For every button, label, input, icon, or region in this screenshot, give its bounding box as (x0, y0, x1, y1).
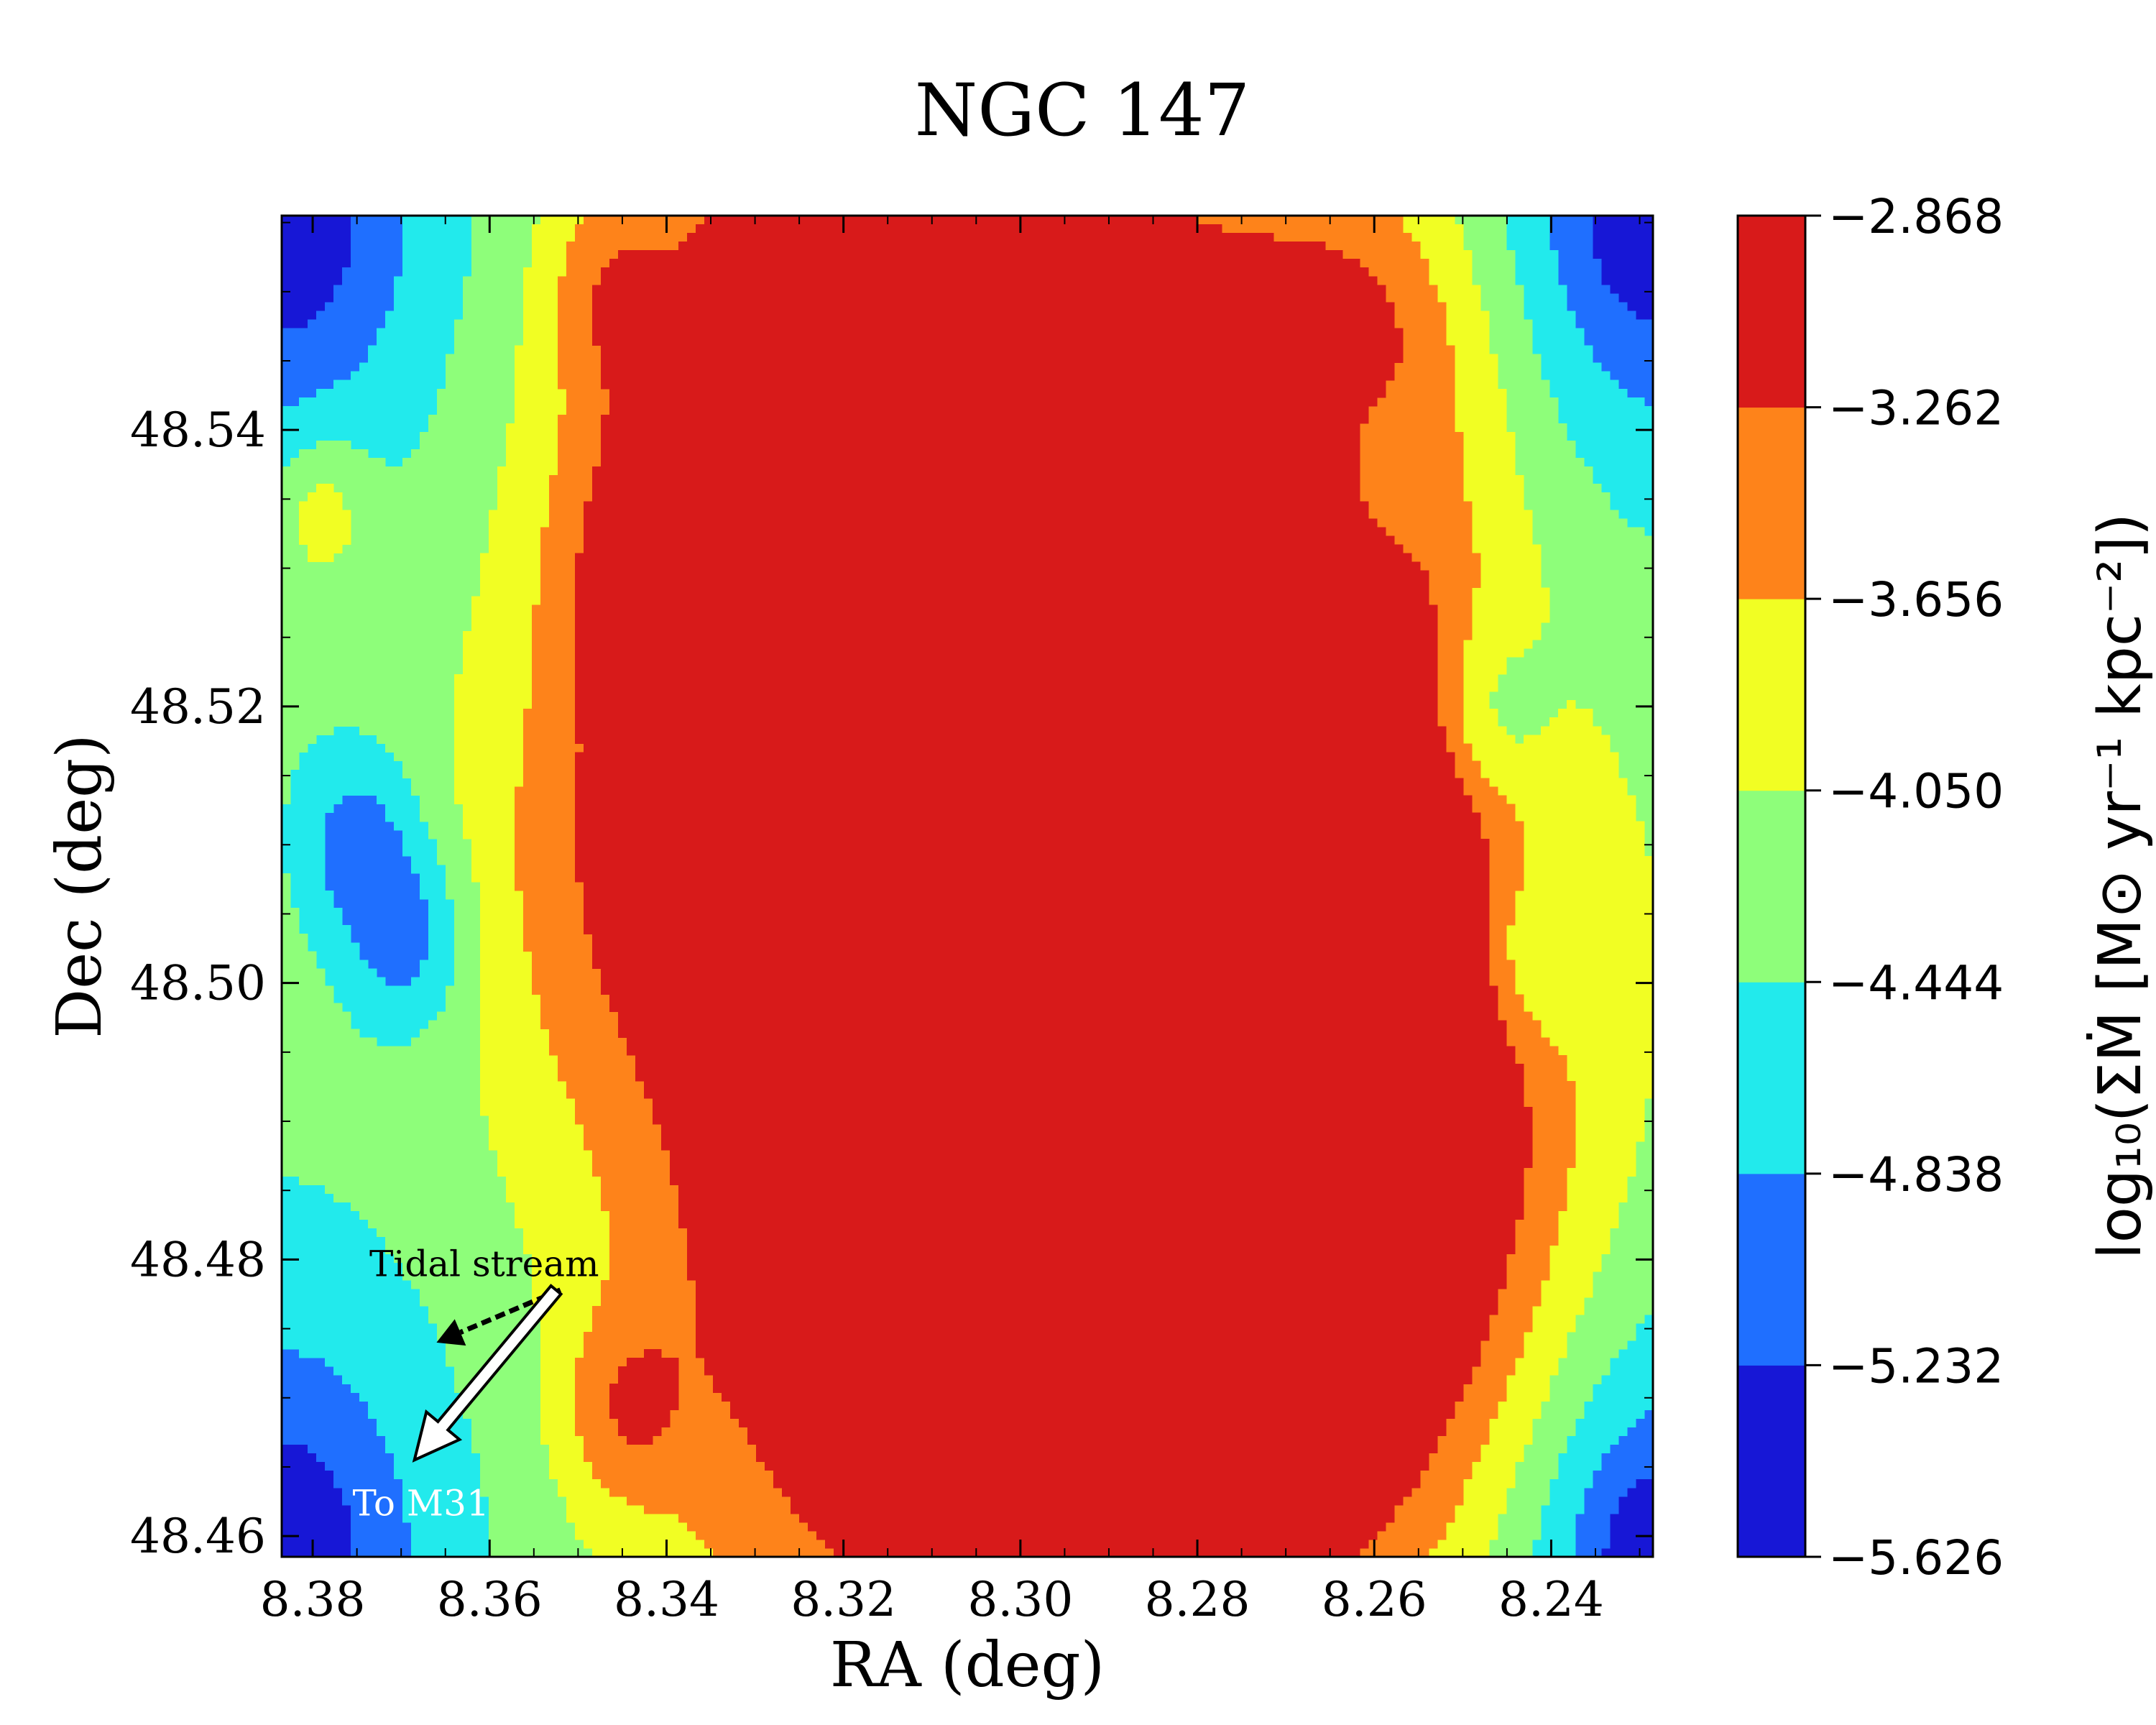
colorbar-segment (1738, 599, 1805, 791)
y-axis-label: Dec (deg) (44, 734, 116, 1038)
contour-level-7 (575, 216, 1533, 1557)
colorbar-tick-label: −4.050 (1828, 764, 2004, 819)
y-axis: 48.46 48.48 48.50 48.52 48.54 (130, 221, 1653, 1564)
chart-title: NGC 147 (915, 68, 1250, 152)
to-m31-label: To M31 (352, 1482, 489, 1524)
to-m31-arrow (412, 1284, 563, 1463)
colorbar-label: log₁₀(ΣṀ [M⊙ yr⁻¹ kpc⁻²]) (2086, 513, 2155, 1259)
x-axis: 8.38 8.36 8.34 8.32 8.30 8.28 8.26 8.24 (260, 216, 1641, 1627)
colorbar: −5.626 −5.232 −4.838 −4.444 −4.050 −3.656 −3.2… (1736, 189, 2004, 1586)
colorbar-tick-label: −5.626 (1828, 1530, 2004, 1586)
plot-frame (280, 214, 1654, 1558)
colorbar-tick-label: −4.444 (1828, 955, 2004, 1011)
colorbar-segment (1738, 407, 1805, 599)
colorbar-tick-label: −3.656 (1828, 572, 2004, 627)
x-tick-label: 8.24 (1498, 1572, 1604, 1627)
colorbar-segment (1738, 1173, 1805, 1366)
annotations: Tidal stream To M31 (352, 1243, 599, 1524)
x-tick-label: 8.36 (437, 1572, 543, 1627)
colorbar-segment (1738, 216, 1805, 408)
colorbar-segment (1738, 982, 1805, 1174)
colorbar-tick-label: −3.262 (1828, 381, 2004, 436)
x-tick-label: 8.30 (967, 1572, 1073, 1627)
contour-level-6 (515, 216, 1576, 1557)
contour-field (282, 216, 1653, 1557)
x-tick-label: 8.28 (1145, 1572, 1250, 1627)
x-tick-label: 8.26 (1322, 1572, 1427, 1627)
colorbar-frame (1736, 214, 1807, 1558)
y-tick-label: 48.46 (130, 1509, 266, 1564)
tidal-stream-arrow-head (436, 1319, 466, 1346)
y-tick-label: 48.48 (130, 1232, 266, 1287)
contour-level-3 (282, 216, 1653, 1557)
colorbar-segment (1738, 790, 1805, 983)
x-axis-label: RA (deg) (830, 1629, 1105, 1701)
tidal-stream-label: Tidal stream (369, 1243, 599, 1284)
colorbar-tick-label: −4.838 (1828, 1147, 2004, 1202)
x-tick-label: 8.32 (791, 1572, 896, 1627)
y-tick-label: 48.54 (130, 402, 266, 458)
y-tick-label: 48.50 (130, 956, 266, 1011)
y-tick-label: 48.52 (130, 679, 266, 735)
x-tick-label: 8.38 (260, 1572, 366, 1627)
contour-level-5 (299, 216, 1653, 1557)
x-tick-label: 8.34 (614, 1572, 719, 1627)
colorbar-tick-label: −2.868 (1828, 189, 2004, 244)
contour-level-4 (282, 216, 1653, 1557)
colorbar-tick-label: −5.232 (1828, 1338, 2004, 1394)
colorbar-segment (1738, 1365, 1805, 1558)
